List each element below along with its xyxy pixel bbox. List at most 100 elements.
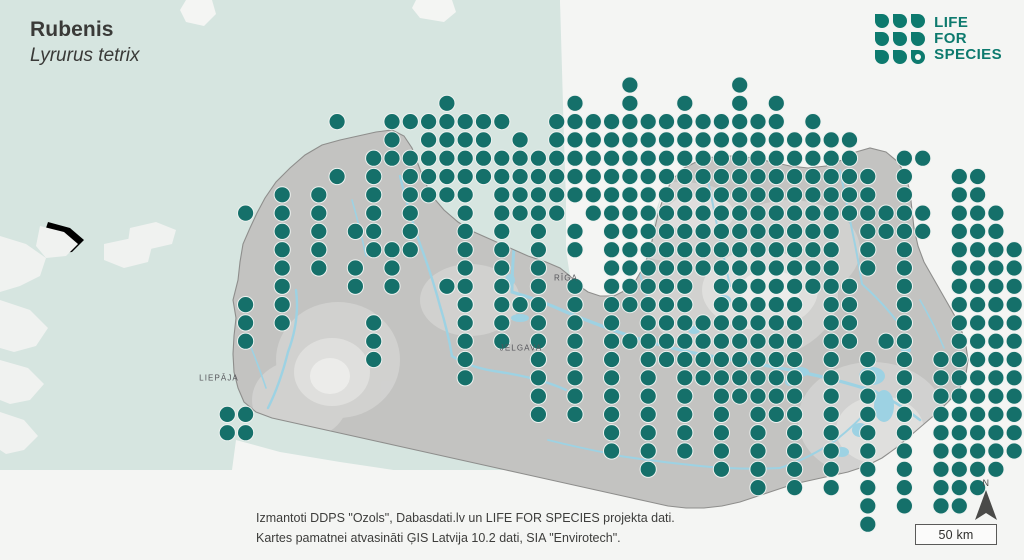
occurrence-dot xyxy=(804,204,822,222)
occurrence-dot xyxy=(712,113,731,131)
scientific-name: Lyrurus tetrix xyxy=(30,45,140,67)
occurrence-dot xyxy=(969,314,987,332)
occurrence-dot xyxy=(731,76,749,94)
occurrence-dot xyxy=(310,204,328,222)
occurrence-dot xyxy=(712,241,731,259)
occurrence-dot xyxy=(969,332,987,350)
occurrence-dot xyxy=(639,424,657,442)
occurrence-dot xyxy=(895,350,914,369)
occurrence-dot xyxy=(822,424,840,442)
occurrence-dot xyxy=(676,113,694,131)
occurrence-dot xyxy=(365,186,383,204)
occurrence-dot xyxy=(786,241,804,259)
occurrence-dot xyxy=(676,387,694,405)
occurrence-dot xyxy=(749,222,767,240)
occurrence-dot xyxy=(603,424,621,442)
occurrence-dot xyxy=(694,113,712,131)
occurrence-dot xyxy=(694,186,712,204)
occurrence-dot xyxy=(804,186,822,204)
occurrence-dot xyxy=(804,277,822,295)
occurrence-dot xyxy=(456,149,474,167)
occurrence-dot xyxy=(895,149,914,167)
occurrence-dot xyxy=(767,131,785,149)
occurrence-dot xyxy=(401,222,419,240)
occurrence-dot xyxy=(639,369,657,387)
occurrence-dot xyxy=(859,204,877,222)
occurrence-dot xyxy=(969,222,987,240)
occurrence-dot xyxy=(822,131,840,149)
occurrence-dot xyxy=(786,460,804,478)
occurrence-dot xyxy=(639,296,657,314)
occurrence-dot xyxy=(237,405,255,423)
occurrence-dot xyxy=(621,149,639,167)
occurrence-dot xyxy=(932,405,950,423)
logo-line-1: LIFE xyxy=(934,13,969,31)
occurrence-dot xyxy=(840,296,859,314)
occurrence-dot xyxy=(712,186,731,204)
occurrence-dot xyxy=(822,167,840,186)
occurrence-dot xyxy=(950,277,968,295)
occurrence-dot xyxy=(804,259,822,277)
occurrence-dot xyxy=(712,405,731,423)
occurrence-dot xyxy=(712,460,731,478)
logo-leaf-icon xyxy=(893,32,908,46)
occurrence-dot xyxy=(456,204,474,222)
occurrence-dot xyxy=(474,149,493,167)
occurrence-dot xyxy=(932,460,950,478)
occurrence-dot xyxy=(328,113,346,131)
logo-leaf-icon xyxy=(893,14,908,28)
occurrence-dot xyxy=(822,350,840,369)
occurrence-dot xyxy=(859,497,877,515)
occurrence-dot xyxy=(786,405,804,423)
occurrence-dot xyxy=(621,131,639,149)
occurrence-dot xyxy=(767,186,785,204)
occurrence-dot xyxy=(712,424,731,442)
occurrence-dot xyxy=(511,186,529,204)
occurrence-dot xyxy=(529,296,548,314)
occurrence-dot xyxy=(987,424,1005,442)
occurrence-dot xyxy=(767,350,785,369)
occurrence-dot xyxy=(493,222,511,240)
occurrence-dot xyxy=(950,204,968,222)
occurrence-dot xyxy=(969,186,987,204)
occurrence-dot xyxy=(603,314,621,332)
occurrence-dot xyxy=(859,442,877,460)
occurrence-dot xyxy=(310,259,328,277)
occurrence-dot xyxy=(969,204,987,222)
occurrence-dot xyxy=(859,350,877,369)
occurrence-dot xyxy=(786,442,804,460)
occurrence-dot xyxy=(767,296,785,314)
occurrence-dot xyxy=(657,277,676,295)
occurrence-dot xyxy=(566,332,584,350)
occurrence-dot xyxy=(657,204,676,222)
logo-leaf-icon xyxy=(893,50,908,64)
occurrence-dot xyxy=(273,296,291,314)
occurrence-dot xyxy=(237,424,255,442)
occurrence-dot xyxy=(639,259,657,277)
occurrence-dot xyxy=(566,277,584,295)
occurrence-dot xyxy=(877,204,895,222)
occurrence-dot xyxy=(822,405,840,423)
occurrence-dot xyxy=(767,222,785,240)
occurrence-dot xyxy=(676,94,694,112)
occurrence-dot xyxy=(1005,405,1023,423)
occurrence-dot xyxy=(950,350,968,369)
occurrence-dot xyxy=(712,259,731,277)
occurrence-dot xyxy=(639,131,657,149)
occurrence-dot xyxy=(511,167,529,186)
occurrence-dot xyxy=(310,186,328,204)
occurrence-dot xyxy=(365,204,383,222)
occurrence-dot xyxy=(731,204,749,222)
occurrence-dot xyxy=(749,277,767,295)
scale-bar-label: 50 km xyxy=(938,527,974,542)
occurrence-dot xyxy=(786,369,804,387)
logo-leaf-icon xyxy=(911,32,926,46)
occurrence-dot xyxy=(529,332,548,350)
occurrence-dot xyxy=(987,387,1005,405)
occurrence-dot xyxy=(639,204,657,222)
occurrence-dot xyxy=(822,186,840,204)
occurrence-dot xyxy=(749,186,767,204)
occurrence-dot xyxy=(566,314,584,332)
occurrence-dot xyxy=(895,424,914,442)
